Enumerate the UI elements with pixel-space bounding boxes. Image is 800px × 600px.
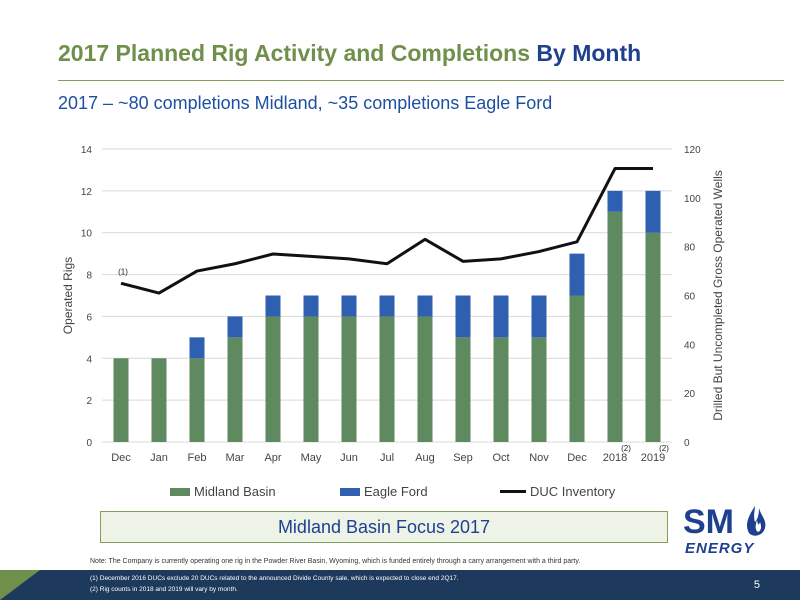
bar-eagle-ford bbox=[645, 190, 661, 233]
y-tick-label: 0 bbox=[86, 438, 92, 449]
x-tick-label: Apr bbox=[264, 452, 281, 464]
y2-tick-label: 20 bbox=[684, 389, 696, 400]
x-tick-label: Jan bbox=[150, 452, 168, 464]
y-tick-label: 4 bbox=[86, 354, 92, 365]
bar-midland-basin bbox=[189, 358, 205, 442]
bar-eagle-ford bbox=[455, 295, 471, 338]
x-tick-label: Nov bbox=[529, 452, 549, 464]
logo-energy-text: ENERGY bbox=[685, 540, 755, 556]
bar-eagle-ford bbox=[265, 295, 281, 317]
bar-midland-basin bbox=[379, 316, 395, 442]
bar-eagle-ford bbox=[569, 253, 585, 296]
y-tick-label: 8 bbox=[86, 271, 92, 282]
chart-annotation: (2) bbox=[621, 444, 631, 453]
x-tick-label: Mar bbox=[226, 452, 245, 464]
y2-tick-label: 60 bbox=[684, 292, 696, 303]
bar-midland-basin bbox=[455, 337, 471, 442]
chart-note: Note: The Company is currently operating… bbox=[90, 558, 581, 565]
bar-eagle-ford bbox=[227, 316, 243, 338]
x-tick-label: Dec bbox=[567, 452, 587, 464]
x-tick-label: Feb bbox=[188, 452, 207, 464]
bar-midland-basin bbox=[341, 316, 357, 442]
y2-tick-label: 0 bbox=[684, 438, 690, 449]
bar-eagle-ford bbox=[493, 295, 509, 338]
legend-label-midland: Midland Basin bbox=[194, 484, 276, 499]
y-tick-label: 2 bbox=[86, 396, 92, 407]
legend-item-midland: Midland Basin bbox=[170, 484, 276, 499]
x-tick-label: Jun bbox=[340, 452, 358, 464]
y-tick-label: 12 bbox=[81, 187, 93, 198]
chart-annotation: (2) bbox=[659, 444, 669, 453]
x-tick-label: May bbox=[301, 452, 322, 464]
bar-midland-basin bbox=[607, 211, 623, 442]
legend-label-eagle-ford: Eagle Ford bbox=[364, 484, 428, 499]
bar-eagle-ford bbox=[379, 295, 395, 317]
y-tick-label: 10 bbox=[81, 229, 93, 240]
footer-accent bbox=[0, 570, 40, 600]
title-accent: By Month bbox=[536, 40, 642, 66]
bar-eagle-ford bbox=[303, 295, 319, 317]
page-subtitle: 2017 – ~80 completions Midland, ~35 comp… bbox=[58, 93, 553, 113]
x-tick-label: Dec bbox=[111, 452, 131, 464]
y-tick-label: 14 bbox=[81, 145, 93, 156]
bar-midland-basin bbox=[569, 295, 585, 442]
title-divider bbox=[58, 80, 784, 81]
y2-tick-label: 80 bbox=[684, 243, 696, 254]
focus-callout: Midland Basin Focus 2017 bbox=[100, 511, 668, 543]
legend-swatch-duc bbox=[500, 490, 526, 493]
bar-eagle-ford bbox=[341, 295, 357, 317]
x-tick-label: 2019 bbox=[641, 452, 665, 464]
bar-midland-basin bbox=[531, 337, 547, 442]
bar-midland-basin bbox=[265, 316, 281, 442]
bar-midland-basin bbox=[303, 316, 319, 442]
x-tick-label: Jul bbox=[380, 452, 394, 464]
x-tick-label: Aug bbox=[415, 452, 435, 464]
legend-swatch-midland bbox=[170, 487, 190, 496]
bar-midland-basin bbox=[493, 337, 509, 442]
y2-tick-label: 120 bbox=[684, 145, 701, 156]
title-main: 2017 Planned Rig Activity and Completion… bbox=[58, 40, 531, 66]
bar-eagle-ford bbox=[531, 295, 547, 338]
rig-activity-chart: 0 2 4 6 8 10 12 14 0 20 40 60 80 100 120 Dec Jan Feb Mar Ap… bbox=[61, 145, 725, 464]
chart-annotation: (1) bbox=[118, 267, 128, 276]
legend-swatch-eagle-ford bbox=[340, 487, 360, 496]
chart-legend: Midland Basin Eagle Ford DUC Inventory bbox=[0, 484, 800, 500]
legend-label-duc: DUC Inventory bbox=[530, 484, 616, 499]
bar-midland-basin bbox=[645, 232, 661, 442]
bar-midland-basin bbox=[151, 358, 167, 442]
y2-tick-label: 100 bbox=[684, 194, 701, 205]
logo-sm-text: SM bbox=[683, 503, 734, 541]
page-title: 2017 Planned Rig Activity and Completion… bbox=[58, 40, 641, 67]
y2-tick-label: 40 bbox=[684, 340, 696, 351]
bar-midland-basin bbox=[113, 358, 129, 442]
legend-item-duc: DUC Inventory bbox=[500, 484, 615, 499]
legend-item-eagle-ford: Eagle Ford bbox=[340, 484, 428, 499]
x-tick-label: 2018 bbox=[603, 452, 627, 464]
flame-icon bbox=[747, 506, 766, 536]
footnote-2: (2) Rig counts in 2018 and 2019 will var… bbox=[90, 586, 238, 593]
bar-eagle-ford bbox=[417, 295, 433, 317]
y2-axis-title: Drilled But Uncompleted Gross Operated W… bbox=[711, 170, 725, 421]
bar-eagle-ford bbox=[189, 337, 205, 359]
x-tick-label: Sep bbox=[453, 452, 473, 464]
footnote-1: (1) December 2016 DUCs exclude 20 DUCs r… bbox=[90, 575, 459, 582]
bar-eagle-ford bbox=[607, 190, 623, 212]
bar-midland-basin bbox=[227, 337, 243, 442]
x-tick-label: Oct bbox=[492, 452, 509, 464]
sm-energy-logo: SM ENERGY bbox=[683, 503, 766, 556]
footer-band bbox=[0, 570, 800, 600]
y-tick-label: 6 bbox=[86, 312, 92, 323]
page-number: 5 bbox=[753, 579, 760, 591]
bar-midland-basin bbox=[417, 316, 433, 442]
y-axis-title: Operated Rigs bbox=[61, 257, 75, 334]
